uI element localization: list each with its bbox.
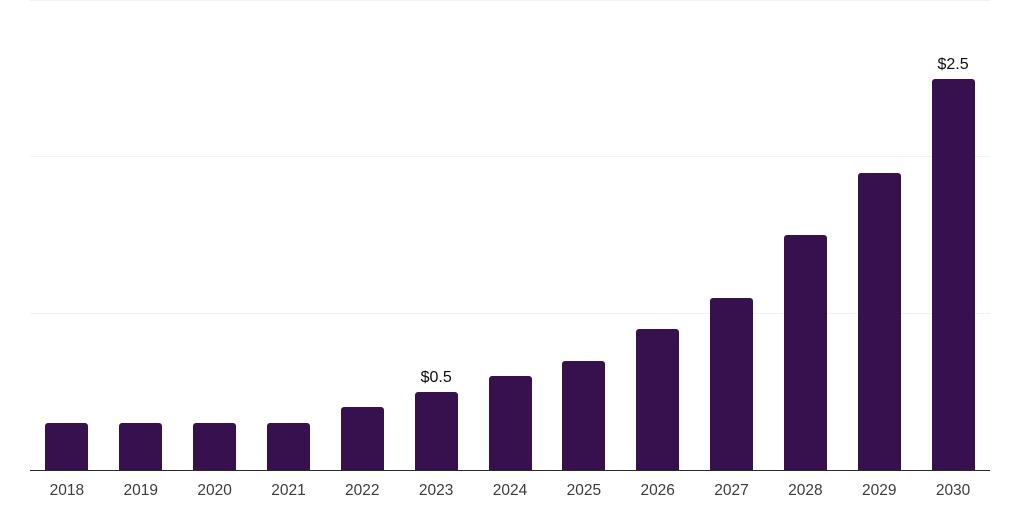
- bar-2021[interactable]: [266, 423, 310, 470]
- bar-2025[interactable]: [562, 361, 606, 470]
- x-tick-2026: 2026: [640, 482, 675, 499]
- bar-2024[interactable]: [488, 376, 532, 470]
- bar-2029[interactable]: [857, 173, 901, 470]
- gridline-1: [30, 313, 990, 314]
- x-tick-2025: 2025: [566, 482, 602, 499]
- x-tick-2029: 2029: [861, 482, 897, 499]
- plot-area: $0.5 $2.5: [30, 0, 990, 471]
- x-axis: 2018 2019 2020 2021 2022 2023 2024 2025 2026 2027…: [30, 482, 990, 506]
- x-tick-2027: 2027: [714, 482, 749, 499]
- bar-2019[interactable]: [119, 423, 163, 470]
- x-tick-2028: 2028: [788, 482, 823, 499]
- bar-value-label-2023: $0.5: [420, 369, 452, 386]
- bar-2027[interactable]: [710, 298, 754, 470]
- bar-2023[interactable]: [414, 392, 458, 470]
- x-tick-2024: 2024: [492, 482, 528, 499]
- bar-2026[interactable]: [636, 329, 680, 470]
- x-tick-2022: 2022: [345, 482, 380, 499]
- bar-2030[interactable]: [931, 79, 975, 470]
- x-tick-2020: 2020: [197, 482, 232, 499]
- x-tick-2030: 2030: [935, 482, 971, 499]
- bar-2028[interactable]: [783, 235, 827, 470]
- x-tick-2021: 2021: [271, 482, 306, 499]
- bar-value-label-2030: $2.5: [937, 56, 969, 73]
- gridline-3: [30, 0, 990, 1]
- bar-2020[interactable]: [193, 423, 237, 470]
- bar-2018[interactable]: [45, 423, 89, 470]
- x-tick-2018: 2018: [49, 482, 85, 499]
- bar-2022[interactable]: [340, 407, 384, 470]
- x-tick-2019: 2019: [123, 482, 159, 499]
- x-tick-2023: 2023: [418, 482, 454, 499]
- gridline-2: [30, 156, 990, 157]
